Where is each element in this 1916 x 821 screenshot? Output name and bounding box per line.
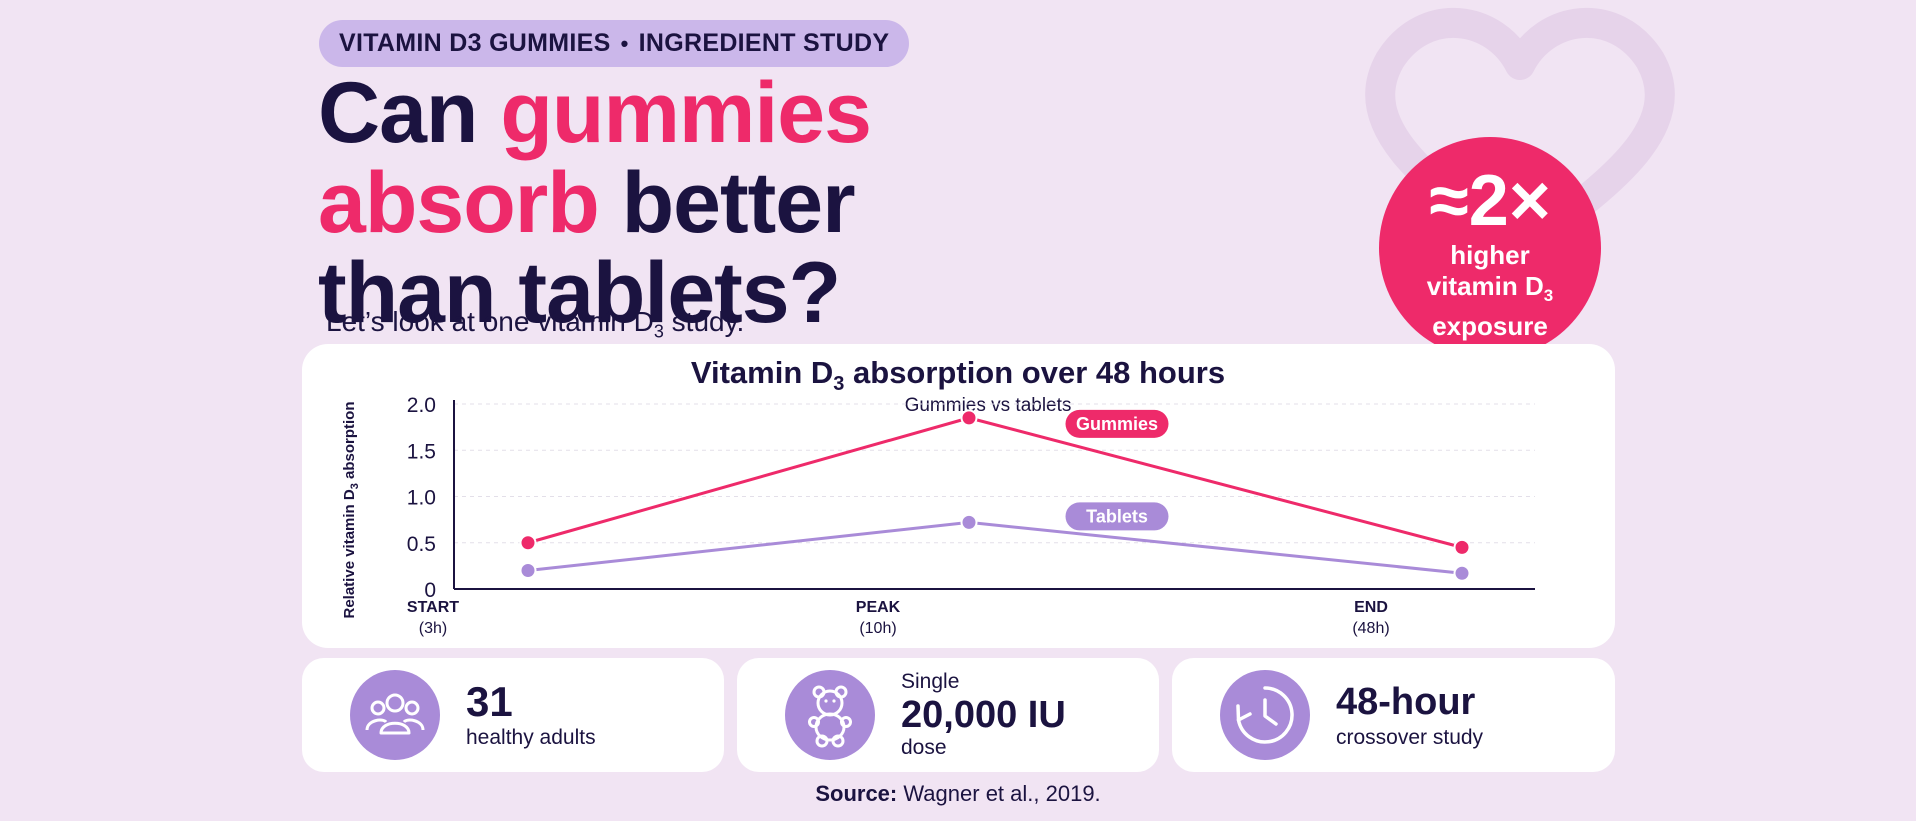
y-axis-label-subscript: 3: [349, 483, 361, 489]
title-word-absorb: absorb: [318, 155, 600, 251]
series-label-pill: [1065, 502, 1169, 531]
x-tick-label: END: [1354, 599, 1388, 616]
data-point-gummies: [519, 534, 537, 552]
source-text: Wagner et al., 2019.: [897, 781, 1101, 806]
data-point-gummies: [960, 409, 978, 427]
dose-label: dose: [901, 736, 947, 759]
x-tick-label: PEAK: [856, 599, 901, 616]
subtitle-text-end: study.: [663, 306, 745, 337]
series-label-gummies: Gummies: [1076, 414, 1158, 434]
series-line-gummies: [527, 416, 1463, 549]
x-tick-label: START: [407, 599, 459, 616]
x-tick-sublabel: (3h): [419, 620, 447, 637]
series-label-pill: [1065, 409, 1169, 438]
exposure-badge: ≈2× higher vitamin D3 exposure: [1379, 137, 1601, 359]
subtitle-subscript: 3: [653, 321, 664, 342]
y-axis-label-text: Relative vitamin D: [341, 489, 358, 618]
y-tick-label: 1.0: [407, 487, 436, 510]
chart-title-text: Vitamin D: [691, 355, 833, 390]
y-axis-label-text-end: absorption: [341, 401, 358, 483]
duration-label: crossover study: [1336, 726, 1484, 749]
participants-label: healthy adults: [466, 726, 596, 749]
heart-outline-icon: [1365, 8, 1675, 265]
data-point-tablets: [1453, 564, 1471, 582]
dose-prefix: Single: [901, 670, 960, 693]
badge-line-3: exposure: [1432, 311, 1548, 342]
participants-count: 31: [466, 678, 513, 725]
y-tick-label: 0: [424, 579, 436, 602]
page-title: Can gummies absorb better than tablets?: [318, 65, 872, 341]
badge-line-2: vitamin D: [1426, 271, 1544, 301]
pill-topic: INGREDIENT STUDY: [638, 29, 890, 57]
pill-product: VITAMIN D3 GUMMIES: [339, 29, 611, 57]
absorption-chart: Vitamin D3 absorption over 48 hours Gumm…: [341, 355, 1535, 637]
chart-subtitle: Gummies vs tablets: [905, 395, 1072, 416]
pill-separator: •: [620, 30, 629, 56]
category-pill: VITAMIN D3 GUMMIES • INGREDIENT STUDY: [319, 20, 910, 67]
stat-card-participants: 31 healthy adults: [302, 658, 724, 772]
data-point-tablets: [519, 562, 537, 579]
y-tick-label: 2.0: [407, 394, 436, 417]
badge-caption: higher vitamin D3 exposure: [1399, 240, 1581, 342]
chart-title-subscript: 3: [833, 373, 844, 395]
chart-title-text-end: absorption over 48 hours: [844, 355, 1225, 390]
data-point-gummies: [1453, 538, 1471, 556]
series-label-tablets: Tablets: [1086, 506, 1148, 526]
y-tick-label: 1.5: [407, 440, 436, 463]
title-line-tablets: than tablets?: [318, 245, 841, 341]
y-axis-label: Relative vitamin D3 absorption: [341, 401, 361, 618]
duration-value: 48-hour: [1336, 681, 1476, 723]
title-word-can: Can: [318, 65, 501, 161]
x-tick-sublabel: (48h): [1352, 620, 1389, 637]
badge-line-1: higher: [1450, 240, 1530, 270]
stat-card-dose: Single 20,000 IU dose: [737, 658, 1159, 772]
badge-subscript: 3: [1543, 286, 1554, 306]
subtitle-text: Let’s look at one vitamin D: [326, 306, 654, 337]
clock-icon: [1220, 670, 1310, 760]
series-line-tablets: [527, 520, 1463, 575]
chart-card: Vitamin D3 absorption over 48 hours Gumm…: [302, 344, 1615, 648]
page-subtitle: Let’s look at one vitamin D3 study.: [326, 306, 744, 343]
stat-card-duration: 48-hour crossover study: [1172, 658, 1615, 772]
chart-title: Vitamin D3 absorption over 48 hours: [691, 355, 1225, 395]
data-point-tablets: [960, 513, 978, 531]
people-icon: [350, 670, 440, 760]
gummy-bear-icon: [785, 670, 875, 760]
source-label: Source:: [815, 781, 898, 806]
x-tick-sublabel: (10h): [859, 620, 896, 637]
dose-amount: 20,000 IU: [901, 694, 1066, 736]
badge-multiplier: ≈2×: [1429, 161, 1551, 241]
title-word-better: better: [598, 155, 856, 251]
source-citation: Source: Wagner et al., 2019.: [0, 781, 1916, 807]
y-tick-label: 0.5: [407, 533, 436, 556]
title-word-gummies: gummies: [500, 65, 872, 161]
